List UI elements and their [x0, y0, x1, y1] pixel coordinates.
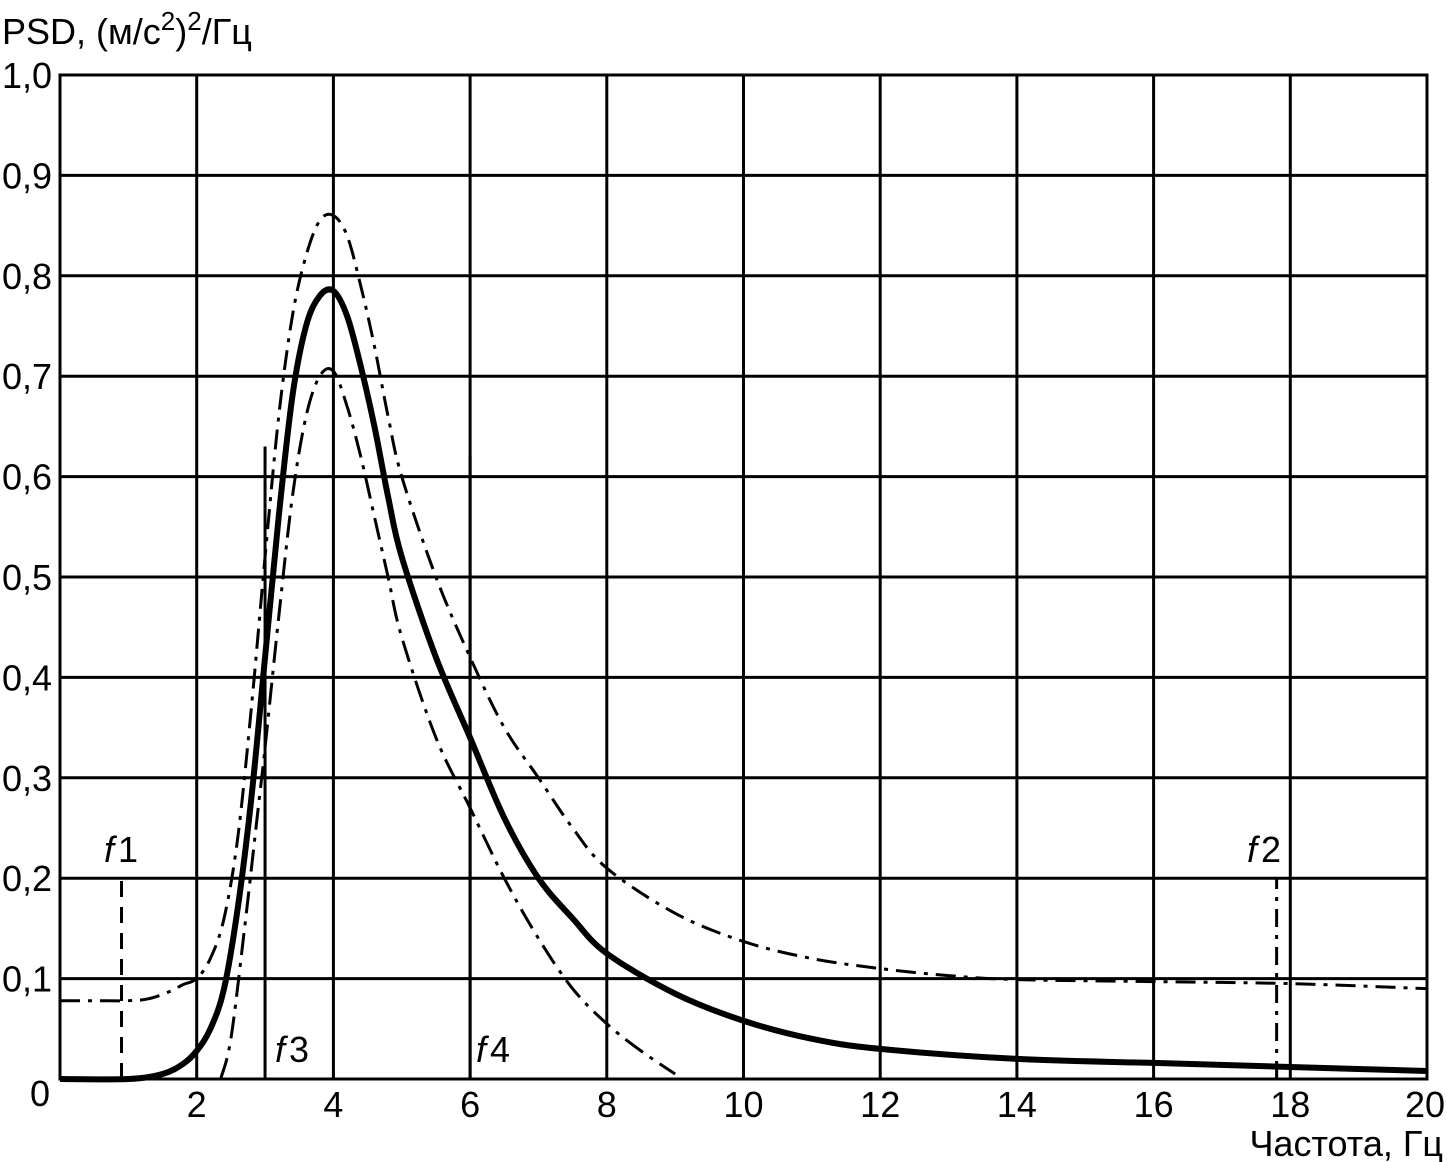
y-tick-label: 0,5 — [2, 557, 52, 598]
plot-frame — [58, 73, 1429, 1081]
series-line-dashdot-lower — [219, 367, 676, 1080]
tick-labels: 2 4 6 8 10 12 14 16 18 20 0,1 0,2 0,3 0,4 0,5 0,6 0,7 0,8… — [2, 55, 1445, 1125]
x-tick-label: 10 — [723, 1084, 763, 1125]
x-tick-label: 18 — [1270, 1084, 1310, 1125]
x-tick-label: 8 — [597, 1084, 617, 1125]
origin-label: 0 — [30, 1073, 50, 1114]
x-tick-label: 4 — [323, 1084, 343, 1125]
series-group — [59, 212, 1428, 1083]
x-tick-label: 2 — [187, 1084, 207, 1125]
x-tick-label: 12 — [860, 1084, 900, 1125]
x-tick-label: 20 — [1405, 1084, 1445, 1125]
y-axis-title: PSD, (м/с2)2/Гц — [2, 6, 252, 52]
x-tick-label: 14 — [997, 1084, 1037, 1125]
y-tick-label: 1,0 — [2, 55, 52, 96]
y-tick-label: 0,7 — [2, 356, 52, 397]
y-tick-label: 0,6 — [2, 457, 52, 498]
y-tick-label: 0,2 — [2, 858, 52, 899]
series-line-dashdot-upper — [60, 212, 1428, 1003]
y-tick-label: 0,3 — [2, 758, 52, 799]
x-axis-title: Частота, Гц — [1249, 1123, 1443, 1162]
grid — [60, 75, 1427, 1079]
series-line-solid — [59, 286, 1428, 1083]
x-tick-label: 6 — [460, 1084, 480, 1125]
y-tick-label: 0,1 — [2, 959, 52, 1000]
x-tick-label: 16 — [1134, 1084, 1174, 1125]
y-tick-label: 0,4 — [2, 657, 52, 698]
y-tick-label: 0,9 — [2, 155, 52, 196]
y-tick-label: 0,8 — [2, 256, 52, 297]
